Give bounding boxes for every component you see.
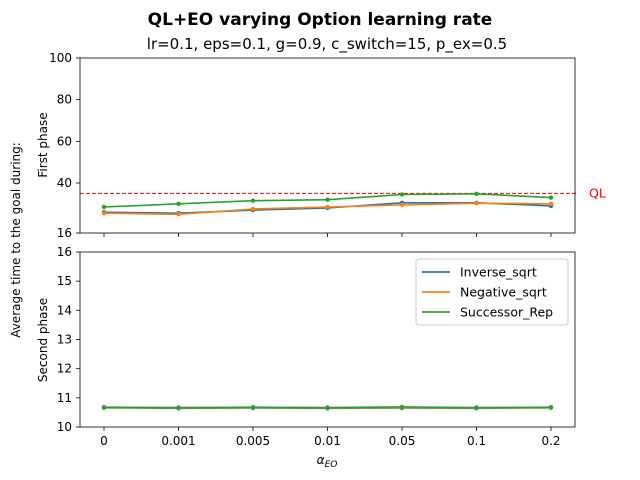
- series-successor-rep-point: [250, 198, 256, 203]
- x-axis-label: αEO: [317, 453, 338, 470]
- y-tick-label: 11: [57, 391, 72, 405]
- series-negative-sqrt-point: [250, 206, 256, 212]
- x-axis-label-main: α: [317, 453, 325, 467]
- series-successor-rep-point: [101, 204, 107, 210]
- series-negative-sqrt-point: [548, 201, 554, 207]
- y-tick-label: 14: [57, 303, 72, 317]
- x-tick-label: 0.2: [541, 434, 560, 448]
- series-successor-rep-point: [325, 197, 330, 202]
- y-tick-label: 13: [57, 333, 72, 347]
- first-phase-panel: QL 16 40 60 80 100: [49, 51, 606, 240]
- series-negative-sqrt-point: [325, 204, 330, 210]
- series-successor-rep-point: [101, 404, 107, 410]
- x-axis-label-subscript: EO: [325, 460, 338, 470]
- top-y-axis-label: First phase: [36, 112, 50, 177]
- x-tick-label: 0: [100, 434, 108, 448]
- x-tick-label: 0.001: [161, 434, 195, 448]
- y-tick-label: 80: [57, 93, 72, 107]
- y-tick-label: 10: [57, 420, 72, 434]
- legend-box: [415, 258, 569, 326]
- x-tick-label: 0.05: [389, 434, 416, 448]
- series-successor-rep-point: [548, 195, 554, 200]
- figure-subtitle: lr=0.1, eps=0.1, g=0.9, c_switch=15, p_e…: [147, 35, 507, 54]
- y-tick-label: 40: [57, 176, 72, 190]
- legend-successor-rep-label: Successor_Rep: [460, 305, 553, 320]
- figure-suptitle: QL+EO varying Option learning rate: [148, 10, 493, 30]
- y-tick-label: 100: [49, 51, 72, 65]
- y-tick-label: 15: [57, 274, 72, 288]
- series-negative-sqrt-point: [101, 211, 107, 216]
- bottom-y-axis-label: Second phase: [36, 298, 50, 382]
- axes-frame: [79, 57, 576, 234]
- y-tick-label: 12: [57, 362, 72, 376]
- series-negative-sqrt-point: [474, 201, 479, 206]
- y-tick-label: 16: [57, 226, 72, 240]
- series-negative-sqrt-point: [399, 202, 405, 208]
- axes-frame: [79, 251, 576, 428]
- y-tick-label: 16: [57, 245, 72, 259]
- series-successor-rep-point: [399, 404, 405, 410]
- series-successor-rep-point: [250, 404, 256, 410]
- series-successor-rep-point: [399, 192, 405, 197]
- second-phase-panel: 10 11 12 13 14 15 16 0 0.001 0.005 0.01 0.05 0.1 0.2 I…: [57, 245, 576, 448]
- x-tick-label: 0.01: [314, 434, 341, 448]
- x-tick-label: 0.1: [467, 434, 486, 448]
- series-successor-rep-point: [474, 405, 479, 410]
- y-tick-label: 60: [57, 134, 72, 148]
- legend-negative-sqrt-label: Negative_sqrt: [460, 285, 547, 300]
- series-successor-rep-point: [325, 405, 330, 410]
- series-successor-rep-point: [474, 191, 479, 197]
- series-successor-rep-point: [548, 404, 554, 410]
- ql-reference-label: QL: [589, 185, 606, 200]
- legend-inverse-sqrt-label: Inverse_sqrt: [460, 265, 537, 280]
- series-successor-rep-point: [176, 201, 181, 207]
- x-tick-label: 0.005: [236, 434, 270, 448]
- series-successor-rep-point: [176, 405, 181, 410]
- shared-y-axis-label: Average time to the goal during:: [9, 142, 23, 338]
- series-negative-sqrt-point: [176, 212, 181, 217]
